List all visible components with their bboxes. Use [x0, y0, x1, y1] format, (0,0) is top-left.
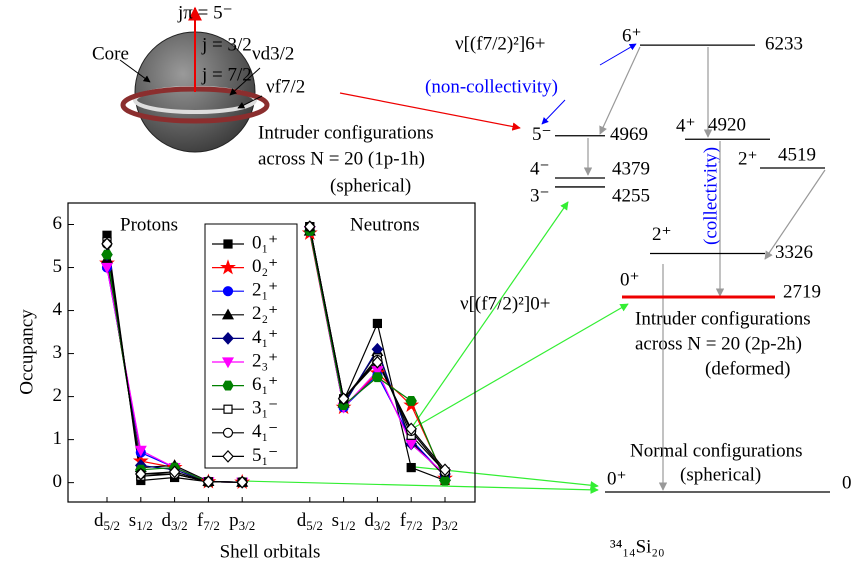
marker [440, 476, 450, 485]
marker [372, 373, 382, 382]
spin-label: 3⁻ [530, 185, 550, 206]
label: (spherical) [330, 175, 411, 196]
y-tick-label: 5 [53, 256, 63, 277]
energy-label: 4969 [610, 124, 648, 145]
marker [224, 405, 232, 413]
x-tick-label: d3/2 [364, 510, 390, 533]
y-tick-label: 4 [53, 299, 63, 320]
legend-label: 2₂⁺ [252, 303, 278, 324]
label: ν[(f7/2)²]0+ [460, 293, 550, 314]
y-axis-label: Occupancy [16, 309, 37, 395]
energy-label: 2719 [783, 281, 821, 302]
legend-label: 5₁⁻ [252, 445, 278, 466]
y-tick-label: 1 [53, 428, 63, 449]
x-tick-label: p3/2 [229, 510, 255, 533]
marker [102, 250, 112, 259]
inset: jπ = 5⁻ j = 3/2 j = 7/2 Core νd3/2 νf7/2… [92, 2, 520, 196]
y-tick-label: 0 [53, 471, 63, 492]
label: ν[(f7/2)²]6+ [455, 33, 545, 54]
page: jπ = 5⁻ j = 3/2 j = 7/2 Core νd3/2 νf7/2… [0, 0, 858, 575]
x-tick-label: d3/2 [162, 510, 188, 533]
legend-label: 3₁⁻ [252, 398, 278, 419]
label: νd3/2 [252, 43, 294, 64]
spin-label: 4⁻ [530, 158, 550, 179]
marker [224, 287, 233, 296]
spin-label: 5⁻ [532, 124, 552, 145]
label: νf7/2 [266, 76, 305, 97]
label: jπ = 5⁻ [177, 2, 233, 23]
energy-label: 6233 [765, 33, 803, 54]
label: (deformed) [705, 358, 790, 379]
label: (non-collectivity) [425, 76, 558, 97]
marker [224, 428, 233, 437]
energy-label: 3326 [775, 242, 813, 263]
figure: jπ = 5⁻ j = 3/2 j = 7/2 Core νd3/2 νf7/2… [0, 0, 858, 575]
label: j = 7/2 [201, 64, 252, 85]
spin-label: 4⁺ [676, 116, 696, 137]
label: Intruder configurations [635, 308, 811, 329]
arrow [410, 304, 628, 430]
marker [223, 381, 233, 390]
x-tick-label: f7/2 [197, 510, 220, 533]
legend-label: 0₁⁺ [252, 232, 278, 253]
label: Intruder configurations [258, 122, 434, 143]
marker [407, 464, 415, 472]
legend-label: 4₁⁺ [252, 327, 278, 348]
x-tick-label: s1/2 [129, 510, 153, 533]
legend-label: 2₁⁺ [252, 280, 278, 301]
arrow [542, 100, 565, 124]
spin-label: 6⁺ [622, 25, 642, 46]
marker [373, 319, 381, 327]
legend [205, 224, 297, 468]
energy-label: 4519 [778, 144, 816, 165]
legend-label: 4₁⁻ [252, 421, 278, 442]
legend-label: 0₂⁺ [252, 256, 278, 277]
spin-label: 0⁺ [607, 468, 627, 489]
energy-label: 4920 [708, 115, 746, 136]
x-tick-label: p3/2 [432, 510, 458, 533]
energy-label: 0 [842, 472, 852, 493]
x-tick-label: f7/2 [400, 510, 423, 533]
label: (spherical) [680, 464, 761, 485]
arrow [410, 202, 568, 430]
label: Core [92, 43, 129, 64]
marker [224, 240, 232, 248]
spin-label: 2⁺ [738, 148, 758, 169]
x-tick-label: d5/2 [297, 510, 323, 533]
y-tick-label: 6 [53, 213, 63, 234]
label: across N = 20 (2p-2h) [635, 333, 802, 354]
nucleus-label: ³⁴₁₄Si₂₀ [610, 536, 665, 557]
y-tick-label: 2 [53, 385, 63, 406]
energy-label: 4255 [612, 185, 650, 206]
legend-label: 6₁⁺ [252, 374, 278, 395]
legend-label: 2₃⁺ [252, 350, 278, 371]
arrow [600, 44, 636, 65]
spin-label: 2⁺ [652, 224, 672, 245]
annotation: Neutrons [350, 214, 420, 235]
label: j = 3/2 [201, 34, 252, 55]
marker [406, 397, 416, 406]
y-tick-label: 3 [53, 342, 63, 363]
x-tick-label: s1/2 [332, 510, 356, 533]
arrow [242, 481, 598, 490]
label: Normal configurations [630, 440, 803, 461]
label: (collectivity) [700, 147, 721, 245]
x-tick-label: d5/2 [94, 510, 120, 533]
energy-label: 4379 [612, 158, 650, 179]
spin-label: 0⁺ [620, 269, 640, 290]
transition [600, 47, 640, 134]
annotation: Protons [120, 214, 178, 235]
x-axis-label: Shell orbitals [220, 541, 321, 562]
label: across N = 20 (1p-1h) [258, 148, 425, 169]
level-scheme: ν[(f7/2)²]6+ (non-collectivity) (collect… [242, 25, 852, 557]
